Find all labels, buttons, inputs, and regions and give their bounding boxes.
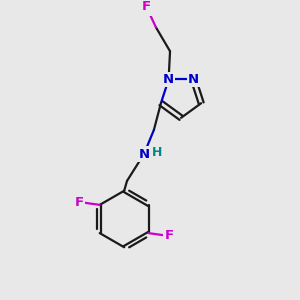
- Text: N: N: [138, 148, 149, 160]
- Text: H: H: [152, 146, 162, 159]
- Text: F: F: [164, 229, 174, 242]
- Text: N: N: [188, 73, 199, 86]
- Text: N: N: [163, 73, 174, 86]
- Text: F: F: [142, 0, 151, 13]
- Text: F: F: [75, 196, 84, 209]
